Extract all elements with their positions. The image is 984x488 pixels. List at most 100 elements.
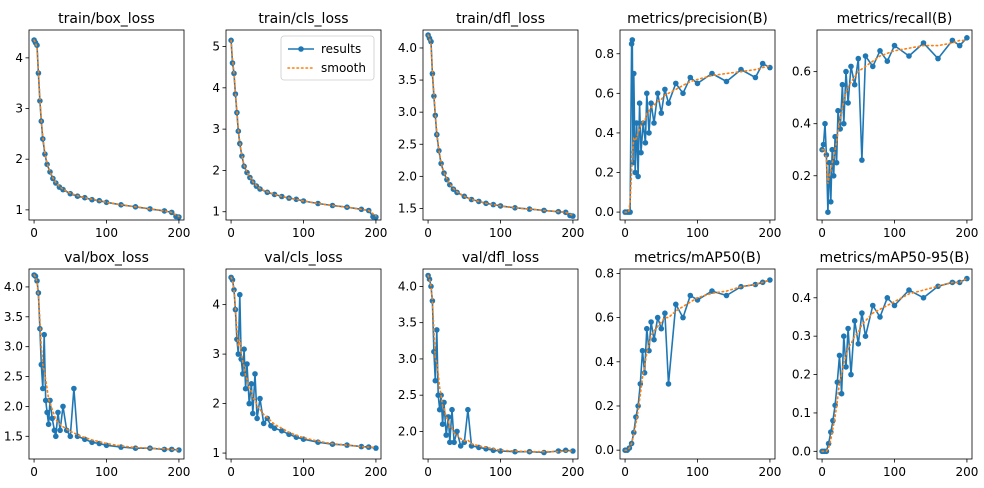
- results-point: [891, 302, 898, 309]
- subplot-1: train/cls_loss 0 100 200 1 2 3 4 5 results smooth: [212, 11, 387, 240]
- results-point: [848, 63, 854, 70]
- results-point: [654, 314, 661, 321]
- smooth-series-line: [33, 274, 180, 451]
- results-series-line: [33, 274, 179, 451]
- results-point: [82, 436, 88, 443]
- results-series-line: [230, 277, 377, 449]
- y-tick-label: 4.0: [398, 279, 417, 293]
- results-point: [44, 409, 50, 416]
- results-point: [632, 169, 638, 176]
- subplot-title: metrics/precision(B): [627, 11, 768, 27]
- results-point: [235, 351, 242, 357]
- results-point: [862, 333, 869, 340]
- results-point: [680, 90, 686, 97]
- y-tick-label: 2.0: [4, 399, 23, 413]
- y-tick-label: 1: [212, 205, 220, 219]
- legend-results-label: results: [321, 42, 361, 56]
- y-tick-label: 1: [212, 446, 220, 460]
- results-point: [870, 63, 876, 70]
- results-point: [826, 159, 833, 166]
- x-tick-label: 200: [364, 465, 387, 479]
- results-point: [449, 406, 455, 413]
- results-point: [935, 55, 941, 62]
- x-tick-label: 100: [292, 465, 315, 479]
- results-point: [646, 130, 652, 136]
- y-tick-label: 3.5: [398, 316, 417, 330]
- subplot-7: val/dfl_loss 0 100 200 2.0 2.5 3.0 3.5 4.0: [398, 250, 584, 479]
- results-point: [662, 86, 668, 93]
- results-point: [673, 301, 679, 308]
- results-point: [877, 314, 883, 320]
- results-point: [293, 196, 300, 203]
- smooth-series-line: [624, 64, 771, 213]
- x-tick-label: 100: [95, 465, 118, 479]
- y-tick-label: 0.1: [792, 406, 811, 420]
- results-point: [658, 325, 665, 332]
- results-point: [454, 428, 460, 435]
- y-tick-label: 1: [15, 203, 23, 217]
- results-point: [884, 58, 891, 64]
- y-tick-label: 3.5: [4, 310, 23, 324]
- y-tick-label: 3: [212, 122, 220, 136]
- x-tick-label: 0: [818, 226, 826, 240]
- results-point: [884, 295, 891, 301]
- results-point: [825, 209, 831, 215]
- x-tick-label: 0: [424, 226, 432, 240]
- results-point: [832, 133, 838, 140]
- y-tick-label: 0.8: [595, 47, 614, 61]
- results-point: [633, 414, 639, 420]
- results-point: [877, 48, 883, 54]
- results-series-line: [822, 277, 968, 453]
- subplot-title: train/dfl_loss: [456, 11, 545, 27]
- results-point: [434, 327, 440, 333]
- results-point: [859, 310, 865, 316]
- x-tick-label: 100: [686, 465, 709, 479]
- y-tick-label: 2: [212, 397, 220, 411]
- results-point: [244, 361, 250, 367]
- y-tick-label: 4: [212, 298, 220, 312]
- results-point: [37, 98, 43, 104]
- y-tick-label: 0.6: [595, 311, 614, 325]
- results-point: [687, 292, 694, 299]
- results-point: [429, 298, 436, 304]
- results-point: [47, 397, 53, 404]
- results-point: [855, 55, 862, 62]
- results-point: [845, 100, 851, 106]
- y-tick-label: 0.3: [792, 329, 811, 343]
- subplot-4: metrics/recall(B) 0 100 200 0.2 0.4 0.6: [792, 11, 978, 240]
- x-tick-label: 100: [686, 226, 709, 240]
- results-point: [248, 381, 255, 387]
- results-point: [870, 302, 876, 309]
- results-point: [315, 439, 321, 446]
- results-point: [964, 275, 970, 282]
- results-point: [830, 173, 837, 179]
- x-tick-label: 0: [818, 465, 826, 479]
- x-tick-label: 100: [95, 226, 118, 240]
- results-point: [630, 159, 636, 166]
- results-point: [431, 348, 437, 355]
- results-point: [635, 173, 641, 180]
- results-point: [654, 90, 661, 97]
- results-point: [570, 448, 576, 454]
- results-point: [665, 100, 672, 106]
- results-point: [956, 42, 963, 49]
- results-point: [279, 428, 285, 434]
- results-point: [662, 310, 668, 317]
- axes-frame: [28, 29, 185, 221]
- results-point: [843, 68, 849, 75]
- results-point: [841, 120, 847, 127]
- y-tick-label: 3.0: [398, 105, 417, 119]
- results-point: [665, 381, 672, 387]
- results-point: [67, 433, 74, 440]
- results-point: [257, 395, 263, 402]
- axes-frame: [619, 268, 776, 460]
- results-point: [752, 74, 759, 81]
- x-tick-label: 200: [758, 465, 781, 479]
- results-point: [627, 209, 633, 215]
- results-point: [752, 281, 759, 288]
- axes-frame: [225, 268, 382, 460]
- x-tick-label: 0: [227, 465, 235, 479]
- results-point: [651, 120, 657, 126]
- results-point: [176, 447, 182, 453]
- subplot-2: train/dfl_loss 0 100 200 1.5 2.0 2.5 3.0 3.5 4.0: [398, 11, 584, 240]
